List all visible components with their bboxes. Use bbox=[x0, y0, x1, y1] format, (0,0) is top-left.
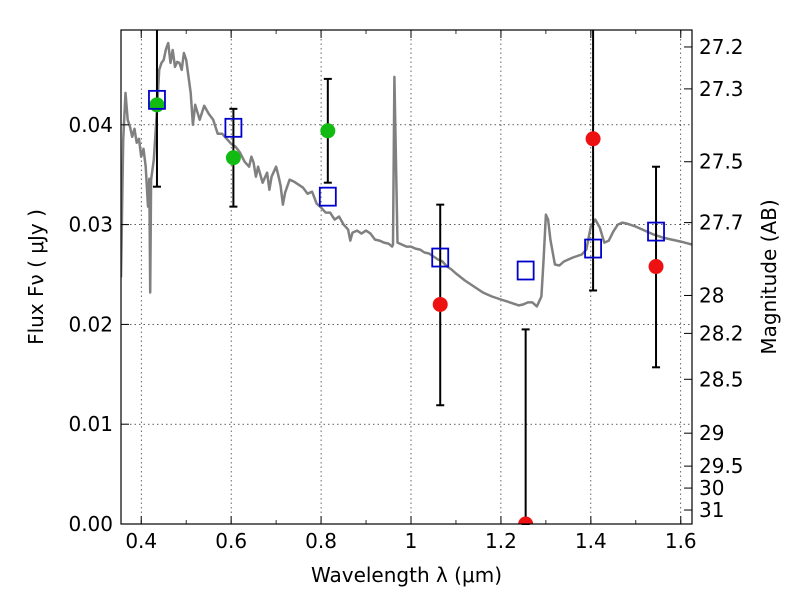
model-flux-square bbox=[224, 117, 243, 138]
mag-tick-label: 28 bbox=[699, 283, 724, 307]
model-flux-square bbox=[318, 186, 337, 207]
axis-ticks: 0.4 0.6 0.8 1 1.2 1.4 1.6 0.00 0.01 0.02 0.03 0.04 2… bbox=[68, 30, 744, 553]
y2-axis-label: Magnitude (AB) bbox=[757, 199, 781, 354]
y-tick-label: 0.03 bbox=[68, 213, 113, 237]
mag-tick-label: 28.5 bbox=[699, 367, 744, 391]
mag-tick-label: 28.2 bbox=[699, 321, 744, 345]
model-spectrum bbox=[121, 41, 692, 308]
red-point bbox=[585, 131, 601, 147]
mag-tick-label: 27.7 bbox=[699, 211, 744, 235]
data-markers bbox=[148, 89, 665, 524]
mag-tick-label: 29.5 bbox=[699, 454, 744, 478]
x-tick-label: 1.6 bbox=[665, 529, 697, 553]
model-spectrum-line bbox=[121, 41, 692, 308]
x-axis-label: Wavelength λ (μm) bbox=[311, 563, 502, 587]
green-point bbox=[225, 150, 241, 166]
x-tick-label: 0.8 bbox=[305, 529, 337, 553]
mag-tick-label: 27.2 bbox=[699, 35, 744, 59]
grid bbox=[121, 30, 692, 525]
red-point bbox=[432, 296, 448, 312]
x-tick-label: 0.4 bbox=[125, 529, 157, 553]
mag-tick-label: 27.5 bbox=[699, 150, 744, 174]
green-point bbox=[149, 97, 165, 113]
y-tick-label: 0.02 bbox=[68, 312, 113, 336]
mag-tick-label: 30 bbox=[699, 476, 724, 500]
model-flux-square bbox=[431, 247, 450, 268]
x-tick-label: 0.6 bbox=[215, 529, 247, 553]
red-point bbox=[518, 516, 534, 524]
red-point bbox=[648, 259, 664, 275]
mag-tick-label: 27.3 bbox=[699, 77, 744, 101]
mag-tick-label: 31 bbox=[699, 498, 724, 522]
model-flux-square bbox=[516, 260, 535, 281]
y-tick-label: 0.04 bbox=[68, 113, 113, 137]
x-tick-label: 1.4 bbox=[575, 529, 607, 553]
model-flux-square bbox=[647, 221, 665, 242]
y-tick-label: 0.01 bbox=[68, 412, 113, 436]
x-tick-label: 1 bbox=[405, 529, 418, 553]
model-flux-square bbox=[584, 238, 602, 259]
model-flux-square bbox=[148, 89, 166, 110]
mag-tick-label: 29 bbox=[699, 421, 724, 445]
y-tick-label: 0.00 bbox=[68, 512, 113, 536]
x-tick-label: 1.2 bbox=[485, 529, 517, 553]
green-point bbox=[320, 123, 336, 139]
y-axis-label: Flux Fν ( μJy ) bbox=[24, 209, 48, 345]
error-bars bbox=[152, 30, 661, 525]
plot-frame bbox=[120, 29, 693, 525]
